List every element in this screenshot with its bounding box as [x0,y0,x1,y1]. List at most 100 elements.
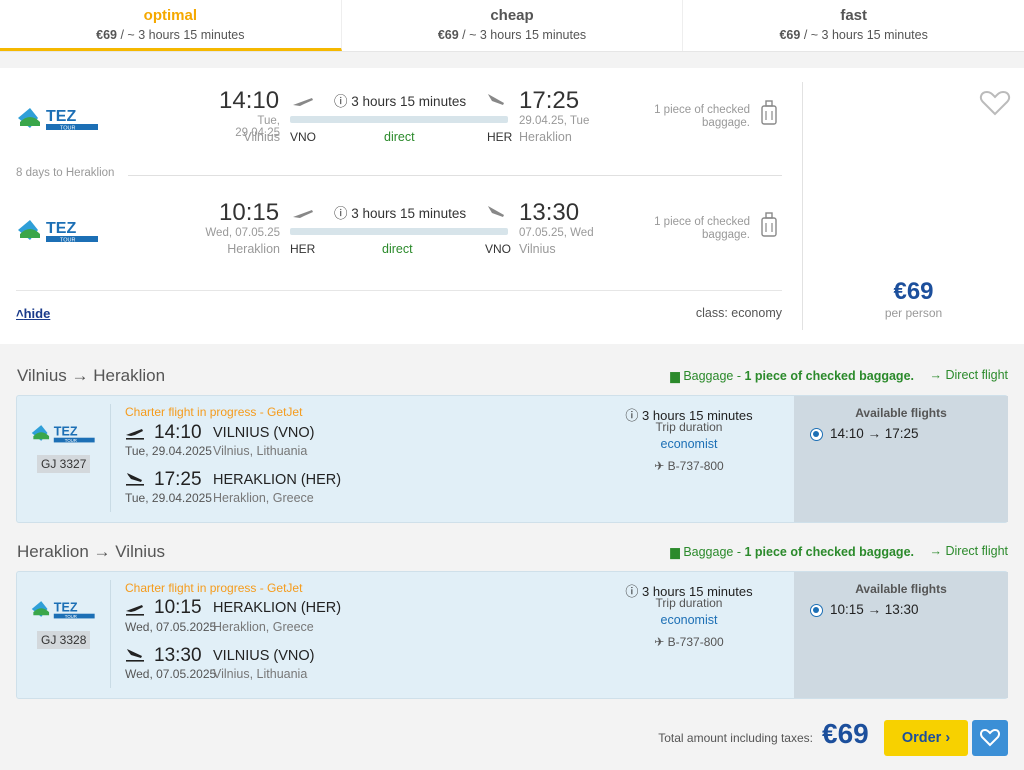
briefcase-icon: ▆ [670,545,680,559]
offer-price: €69 [893,278,934,305]
departure-date: Tue, 29.04.25 [235,115,280,139]
aircraft-type: ✈ B-737-800 [654,635,724,649]
arrival-code: HER [487,130,513,144]
flight-option-label[interactable]: 10:15 → 13:30 [830,602,919,617]
favorite-button[interactable] [972,720,1008,756]
favorite-heart-icon[interactable] [979,90,1011,116]
direct-flight-label: → Direct flight [929,544,1009,558]
tab-price: €69 [96,28,117,42]
clock-icon: ⓘ [625,408,639,423]
duration-text: 3 hours 15 minutes [642,408,753,423]
tab-label: fast [840,7,868,24]
tab-price: €69 [779,28,801,42]
tab-duration: / ~ 3 hours 15 minutes [800,28,928,42]
arrival-code: VNO [485,242,512,256]
departure-city: Heraklion, Greece [213,620,314,634]
luggage-icon [761,100,777,125]
per-person-label: per person [884,306,943,320]
days-between-label: 8 days to Heraklion [16,167,115,179]
direct-label: direct [384,130,415,144]
airline-logo-icon: TEZ TOUR [18,108,98,132]
departure-time: 14:10 [219,87,280,114]
duration-bar [290,116,508,123]
airline-logo-subtext: TOUR [60,126,76,132]
airline-logo-text: TEZ [54,600,78,614]
segment-baggage: ▆ Baggage - 1 piece of checked baggage. [670,368,914,383]
trip-duration: ⓘ 3 hours 15 minutes [617,581,761,600]
departure-code: HER [290,242,316,256]
tab-duration: / ~ 3 hours 15 minutes [458,28,587,42]
arrival-date: 29.04.25, Tue [519,115,590,127]
trip-duration: ⓘ 3 hours 15 minutes [617,405,761,424]
order-button[interactable]: Order › [884,720,968,756]
departure-date: Wed, 07.05.25 [205,227,280,239]
clock-icon: ⓘ [334,206,348,221]
charter-label: Charter flight in progress - GetJet [125,581,303,595]
airline-logo-subtext: TOUR [60,238,76,244]
baggage-prefix: Baggage - [683,545,745,559]
tab-label: optimal [143,7,197,24]
class-link[interactable]: economist [660,437,718,451]
airline-logo-subtext: TOUR [65,438,77,443]
segment-title: Vilnius → Heraklion [17,366,166,385]
takeoff-icon [126,605,144,616]
segment-title: Heraklion → Vilnius [17,542,166,561]
arrival-city: Vilnius [519,242,556,256]
airline-logo-icon: TEZ TOUR [31,600,95,619]
baggage-detail: 1 piece of checked baggage. [744,369,914,383]
segment-card: TEZ TOUR GJ 3328 Charter flight in progr… [16,571,1008,699]
separator-band [0,52,1024,68]
tab-fast[interactable]: fast €69 / ~ 3 hours 15 minutes [683,0,1024,51]
arrival-city: Heraklion, Greece [213,491,314,505]
total-price: €69 [822,718,869,749]
baggage-prefix: Baggage - [683,369,745,383]
segment-baggage: ▆ Baggage - 1 piece of checked baggage. [670,544,914,559]
heart-icon [980,729,1000,747]
offer-summary-card: TEZ TOUR 14:10 Tue, 29.04.25 Vilnius ⓘ 3… [0,68,1024,344]
arrival-airport: HERAKLION (HER) [213,472,342,488]
segment-card: TEZ TOUR GJ 3327 Charter flight in progr… [16,395,1008,523]
class-link[interactable]: economist [660,613,718,627]
outbound-leg: TEZ TOUR 14:10 Tue, 29.04.25 Vilnius ⓘ 3… [0,82,800,152]
airline-logo-icon: TEZ TOUR [31,424,95,443]
divider [16,290,782,291]
trip-duration-label: Trip duration [655,420,723,434]
arrival-time: 17:25 [154,469,202,490]
landing-icon [488,206,504,217]
luggage-icon [761,212,777,237]
baggage-info: 1 piece of checked baggage. [654,216,750,241]
flight-option-label[interactable]: 14:10 → 17:25 [830,426,919,441]
departure-city: Heraklion [227,242,280,256]
flight-number: GJ 3327 [37,455,91,473]
clock-icon: ⓘ [625,584,639,599]
flight-option-radio[interactable] [810,428,823,441]
baggage-info: 1 piece of checked baggage. [654,104,750,129]
class-label: class: economy [695,306,782,320]
arrival-date: Tue, 29.04.2025 [125,491,212,505]
landing-icon [488,94,504,105]
tab-cheap[interactable]: cheap €69 / ~ 3 hours 15 minutes [342,0,684,51]
takeoff-icon [293,210,313,218]
tab-label: cheap [490,7,534,24]
tab-optimal[interactable]: optimal €69 / ~ 3 hours 15 minutes [0,0,342,51]
departure-date: Wed, 07.05.2025 [125,620,217,634]
flight-option-radio[interactable] [810,604,823,617]
sort-tabs: optimal €69 / ~ 3 hours 15 minutes cheap… [0,0,1024,52]
tab-duration: / ~ 3 hours 15 minutes [117,28,245,42]
arrival-time: 13:30 [519,199,580,226]
total-label: Total amount including taxes: [658,731,813,745]
landing-icon [126,473,144,486]
available-flights-title: Available flights [855,406,947,420]
duration-text: 3 hours 15 minutes [642,584,753,599]
hide-details-link[interactable]: ˄hide [16,306,50,321]
tab-price: €69 [437,28,459,42]
aircraft-type: ✈ B-737-800 [654,459,724,473]
flight-duration: ⓘ 3 hours 15 minutes [334,90,466,110]
divider [110,580,111,688]
takeoff-icon [126,429,144,440]
clock-icon: ⓘ [334,94,348,109]
divider [110,404,111,512]
airline-logo-icon: TEZ TOUR [18,220,98,244]
arrival-city: Heraklion [519,130,572,144]
departure-city: Vilnius [243,130,280,144]
